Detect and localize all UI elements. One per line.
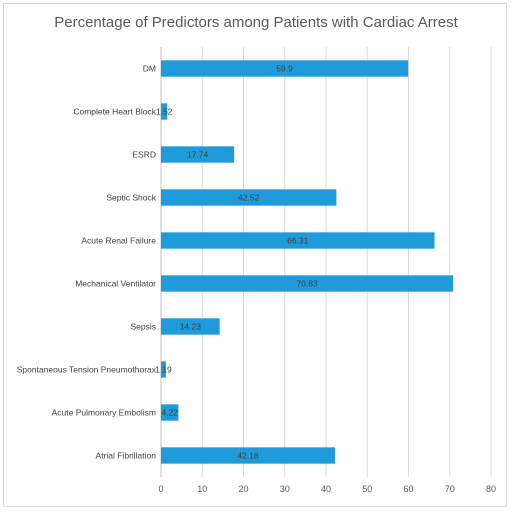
category-label: Acute Renal Failure	[81, 236, 156, 246]
bar	[161, 232, 435, 249]
category-label: Atrial Fibrillation	[96, 451, 157, 461]
x-tick-label: 0	[158, 484, 163, 494]
data-label: 1.19	[155, 365, 172, 375]
x-tick-label: 10	[197, 484, 207, 494]
data-label: 17.74	[187, 150, 209, 160]
x-tick-label: 20	[238, 484, 248, 494]
bar	[161, 447, 335, 464]
category-label: DM	[143, 64, 156, 74]
category-label: Complete Heart Block	[73, 107, 156, 117]
data-label: 59.9	[276, 64, 293, 74]
category-label: Acute Pulmonary Embolism	[52, 408, 156, 418]
data-label: 14.23	[180, 322, 202, 332]
chart-frame: Percentage of Predictors among Patients …	[3, 3, 507, 507]
bar	[161, 318, 220, 335]
data-label: 66.31	[287, 236, 309, 246]
category-label: ESRD	[132, 150, 156, 160]
x-tick-label: 50	[362, 484, 372, 494]
bar	[161, 103, 168, 120]
x-tick-label: 30	[280, 484, 290, 494]
x-tick-label: 80	[486, 484, 496, 494]
category-label: Spontaneous Tension Pneumothorax	[17, 365, 157, 375]
bar	[161, 404, 179, 421]
data-label: 1.52	[156, 107, 173, 117]
data-label: 70.83	[296, 279, 318, 289]
bar	[161, 146, 235, 163]
category-label: Mechanical Ventilator	[75, 279, 156, 289]
x-tick-label: 70	[445, 484, 455, 494]
category-label: Septic Shock	[106, 193, 156, 203]
x-tick-label: 60	[403, 484, 413, 494]
bar	[161, 361, 166, 378]
category-label: Sepsis	[130, 322, 156, 332]
data-label: 42.18	[237, 451, 259, 461]
bar	[161, 189, 337, 206]
data-label: 4.22	[161, 408, 178, 418]
bar	[161, 60, 409, 77]
x-tick-label: 40	[321, 484, 331, 494]
bar-chart: 0 10 20 30 40 50 60 70 80 DM 59.9 Complete Heart Bl…	[17, 47, 496, 494]
bar	[161, 275, 454, 292]
data-label: 42.52	[238, 193, 260, 203]
chart-title: Percentage of Predictors among Patients …	[54, 14, 458, 31]
